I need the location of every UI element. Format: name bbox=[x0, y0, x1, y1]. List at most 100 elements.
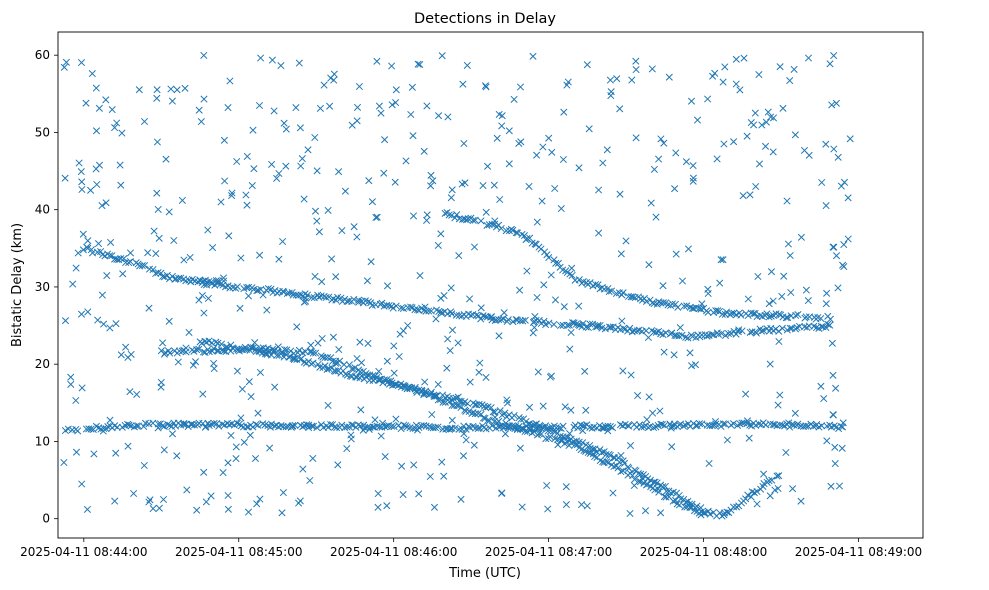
chart-title: Detections in Delay bbox=[414, 11, 556, 27]
data-point bbox=[447, 284, 455, 292]
data-point bbox=[640, 294, 648, 302]
data-point bbox=[173, 452, 181, 460]
data-point bbox=[584, 448, 592, 457]
data-point bbox=[608, 424, 617, 432]
data-point bbox=[189, 361, 197, 369]
data-point bbox=[719, 420, 727, 428]
data-point bbox=[330, 76, 338, 84]
data-point bbox=[343, 445, 351, 453]
data-point bbox=[199, 348, 208, 356]
data-point bbox=[368, 198, 376, 206]
data-point bbox=[238, 346, 246, 354]
data-point bbox=[332, 359, 340, 367]
data-point bbox=[765, 313, 773, 321]
data-point bbox=[785, 419, 793, 427]
data-point bbox=[200, 468, 208, 476]
data-point bbox=[636, 478, 645, 486]
data-point bbox=[595, 186, 603, 194]
data-point bbox=[95, 161, 104, 169]
data-point bbox=[504, 316, 512, 324]
data-point bbox=[643, 480, 652, 488]
data-point bbox=[655, 488, 663, 496]
data-point bbox=[512, 316, 520, 324]
data-point bbox=[159, 272, 167, 281]
data-point bbox=[648, 65, 656, 73]
data-point bbox=[629, 471, 637, 480]
data-point bbox=[551, 296, 560, 304]
data-point bbox=[668, 443, 676, 451]
data-point bbox=[840, 178, 849, 186]
data-point bbox=[566, 345, 574, 353]
data-point bbox=[448, 310, 456, 318]
data-point bbox=[416, 272, 424, 280]
data-point bbox=[332, 367, 340, 375]
data-point bbox=[243, 152, 251, 160]
data-point bbox=[505, 422, 513, 430]
data-point bbox=[375, 367, 383, 375]
data-point bbox=[643, 416, 651, 424]
data-point bbox=[664, 301, 672, 309]
data-point bbox=[98, 291, 106, 299]
data-point bbox=[388, 101, 396, 109]
data-point bbox=[116, 161, 124, 169]
data-point bbox=[421, 303, 429, 311]
data-point bbox=[220, 277, 228, 285]
data-point bbox=[769, 297, 777, 305]
data-point bbox=[266, 444, 274, 452]
data-point bbox=[296, 124, 304, 132]
data-point bbox=[515, 422, 523, 430]
data-point bbox=[575, 164, 583, 172]
data-point bbox=[244, 292, 253, 300]
data-point bbox=[800, 146, 809, 154]
data-point bbox=[191, 358, 200, 366]
data-point bbox=[380, 169, 388, 177]
data-point bbox=[399, 491, 407, 499]
plot-area bbox=[57, 31, 924, 539]
data-point bbox=[420, 421, 428, 430]
data-point bbox=[533, 218, 541, 226]
data-point bbox=[200, 309, 208, 317]
data-point bbox=[390, 342, 398, 350]
data-point bbox=[261, 350, 270, 358]
data-point bbox=[690, 507, 699, 515]
data-point bbox=[832, 252, 841, 260]
data-point bbox=[279, 423, 287, 431]
data-point bbox=[657, 420, 665, 428]
data-point bbox=[692, 422, 700, 430]
data-point bbox=[174, 358, 182, 366]
data-point bbox=[600, 425, 608, 433]
data-point bbox=[686, 503, 694, 512]
data-point bbox=[658, 421, 667, 429]
data-point bbox=[512, 229, 520, 237]
plot-frame bbox=[57, 31, 924, 539]
data-point bbox=[316, 363, 324, 371]
data-point bbox=[744, 295, 752, 303]
data-point bbox=[489, 408, 497, 416]
data-point bbox=[688, 362, 696, 370]
data-point bbox=[367, 258, 375, 266]
data-point bbox=[112, 320, 120, 328]
data-point bbox=[343, 423, 351, 431]
data-point bbox=[447, 194, 455, 202]
data-point bbox=[256, 495, 264, 503]
data-point bbox=[250, 165, 258, 173]
data-point bbox=[476, 359, 484, 367]
data-point bbox=[518, 503, 526, 511]
data-point bbox=[93, 180, 101, 189]
data-point bbox=[496, 407, 504, 415]
data-point bbox=[326, 102, 334, 110]
data-point bbox=[769, 420, 777, 428]
data-point bbox=[407, 110, 415, 119]
data-point bbox=[660, 139, 668, 147]
data-point bbox=[542, 435, 550, 443]
data-point bbox=[298, 155, 306, 163]
data-point bbox=[126, 388, 134, 396]
data-point bbox=[318, 278, 326, 286]
data-point bbox=[516, 444, 524, 452]
data-point bbox=[462, 436, 470, 444]
data-point bbox=[823, 289, 831, 297]
data-point bbox=[335, 168, 343, 176]
data-point bbox=[719, 256, 727, 264]
data-point bbox=[735, 326, 743, 334]
data-point bbox=[404, 321, 412, 330]
